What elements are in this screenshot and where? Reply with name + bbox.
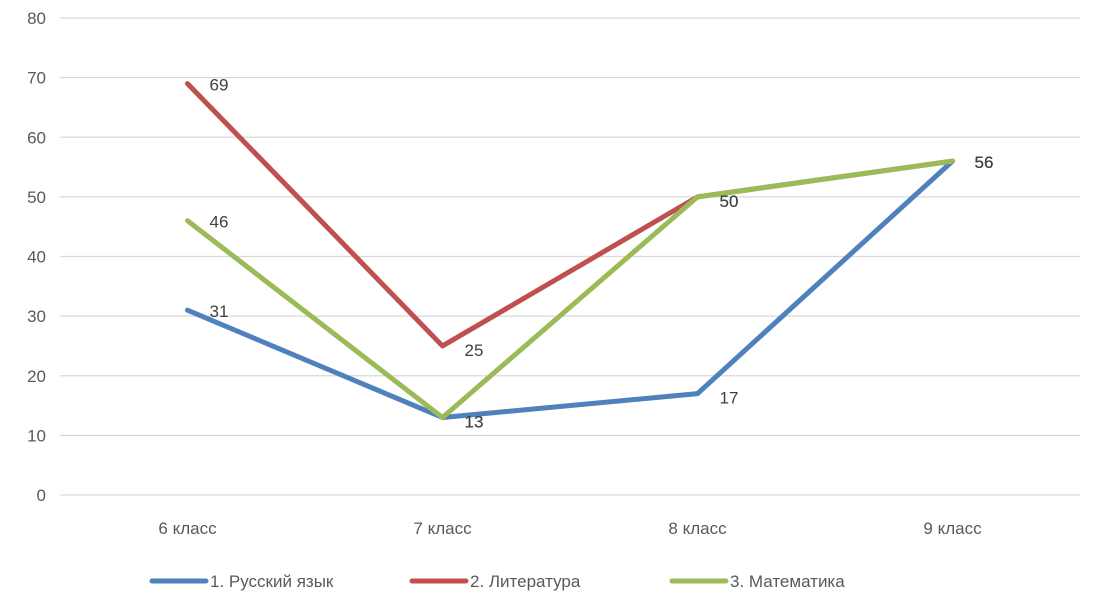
x-tick-label: 9 класс (923, 519, 982, 538)
legend: 1. Русский язык 2. Литература 3. Математик… (149, 572, 845, 591)
series-line-3 (185, 158, 955, 420)
data-label: 17 (720, 389, 739, 408)
y-tick-label: 60 (27, 128, 46, 147)
legend-label-3: 3. Математика (730, 572, 845, 591)
y-tick-label: 40 (27, 248, 46, 267)
data-label: 69 (210, 76, 229, 95)
x-axis-ticks: 6 класс 7 класс 8 класс 9 класс (158, 519, 982, 538)
data-label: 56 (975, 153, 994, 172)
data-label: 13 (465, 412, 484, 431)
y-tick-label: 70 (27, 69, 46, 88)
data-label: 56 (975, 153, 994, 172)
data-label: 46 (210, 213, 229, 232)
legend-label-2: 2. Литература (470, 572, 581, 591)
y-axis-ticks: 0 10 20 30 40 50 60 70 80 (27, 9, 46, 505)
data-label: 25 (465, 341, 484, 360)
y-tick-label: 80 (27, 9, 46, 28)
y-tick-label: 20 (27, 367, 46, 386)
x-tick-label: 7 класс (413, 519, 472, 538)
data-label: 50 (720, 192, 739, 211)
y-tick-label: 0 (37, 486, 46, 505)
data-label: 56 (975, 153, 994, 172)
y-tick-label: 50 (27, 188, 46, 207)
y-tick-label: 30 (27, 307, 46, 326)
x-tick-label: 6 класс (158, 519, 217, 538)
data-label: 31 (210, 302, 229, 321)
series-lines (185, 81, 955, 420)
data-label: 50 (720, 192, 739, 211)
series-line-1 (185, 158, 955, 420)
x-tick-label: 8 класс (668, 519, 727, 538)
legend-label-1: 1. Русский язык (210, 572, 334, 591)
y-tick-label: 10 (27, 426, 46, 445)
data-label: 13 (465, 412, 484, 431)
